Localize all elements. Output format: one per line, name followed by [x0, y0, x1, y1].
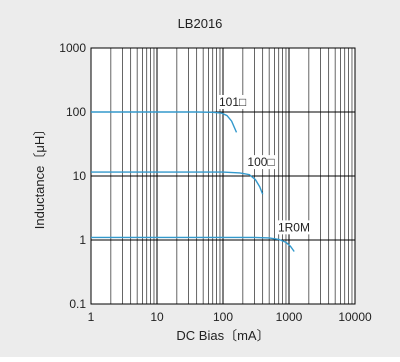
series-layer: [91, 111, 295, 252]
x-tick-label: 1000: [276, 310, 303, 324]
series-line-2: [91, 236, 295, 252]
series-label-background: [246, 155, 276, 170]
x-tick-label: 10: [150, 310, 164, 324]
y-tick-label: 10: [73, 169, 87, 183]
series-label-background: [276, 220, 311, 235]
series-label-1: 100□: [247, 155, 274, 169]
y-tick-label: 1: [79, 233, 86, 247]
x-axis-label: DC Bias〔mA〕: [176, 328, 269, 343]
chart-title: LB2016: [178, 16, 223, 31]
x-tick-label: 100: [213, 310, 233, 324]
series-label-0: 101□: [219, 95, 246, 109]
y-axis-label: Inductance〔μH〕: [32, 123, 47, 229]
series-labels: 101□ 100□ 1R0M: [218, 95, 311, 235]
series-line-0: [91, 111, 238, 133]
x-tick-label: 1: [88, 310, 95, 324]
y-tick-label: 0.1: [69, 297, 86, 311]
y-tick-label: 100: [66, 105, 86, 119]
series-label-2: 1R0M: [278, 220, 310, 234]
y-tick-label: 1000: [59, 41, 86, 55]
series-label-background: [218, 95, 248, 109]
plot-border: [90, 47, 356, 305]
x-tick-label: 10000: [338, 310, 372, 324]
series-line-1: [91, 171, 264, 195]
